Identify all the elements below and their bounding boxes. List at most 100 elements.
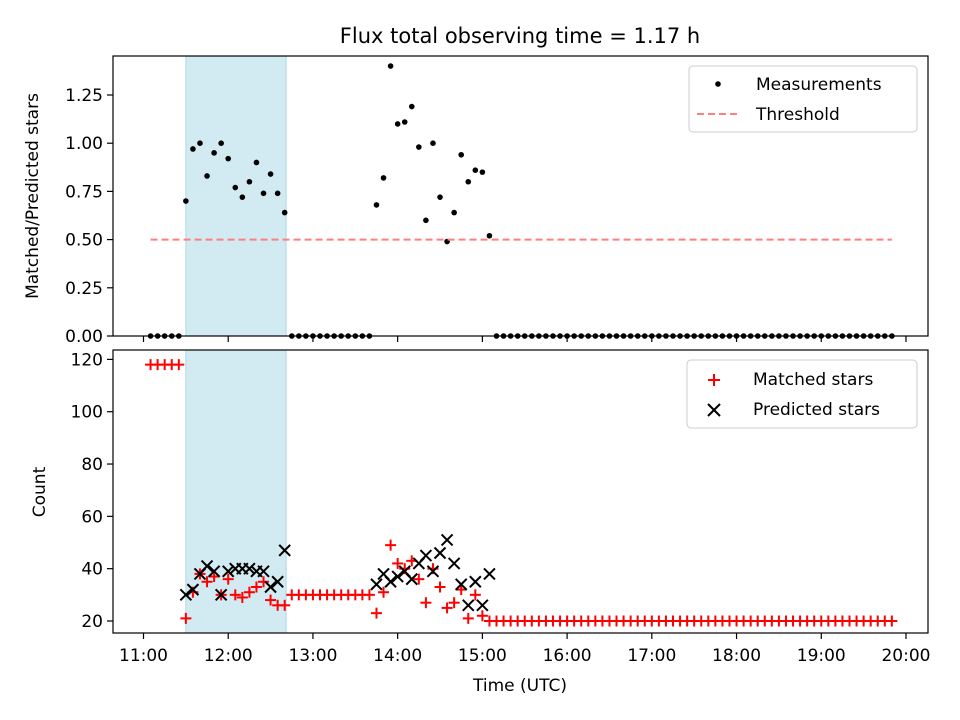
measurements-point bbox=[274, 190, 281, 197]
predicted-stars-point bbox=[433, 546, 447, 560]
predicted-stars-point bbox=[469, 575, 482, 588]
bottom-panel-y-axis-label: Count bbox=[30, 466, 50, 517]
predicted-stars-point bbox=[200, 559, 214, 573]
predicted-stars-point bbox=[405, 572, 418, 586]
predicted-stars-point bbox=[207, 565, 221, 578]
top-panel-y-axis-label: Matched/Predicted stars bbox=[23, 93, 43, 299]
predicted-stars-point bbox=[462, 599, 475, 612]
measurements-point bbox=[380, 175, 387, 181]
matched-stars-point bbox=[413, 573, 425, 585]
matched-stars-point bbox=[385, 539, 397, 551]
matched-stars-point bbox=[434, 581, 446, 593]
bottom-panel-frame bbox=[112, 349, 929, 634]
predicted-stars-point bbox=[179, 588, 193, 602]
top-panel: Flux total observing time = 1.17 h 0.000… bbox=[23, 24, 929, 347]
x-tick-label: 20:00 bbox=[881, 646, 930, 666]
matched-stars-point bbox=[236, 591, 248, 603]
measurements-point bbox=[394, 121, 401, 127]
legend-measurements-label: Measurements bbox=[756, 75, 882, 95]
x-tick-label: 19:00 bbox=[797, 646, 846, 666]
matched-stars-point bbox=[243, 586, 255, 598]
predicted-stars-point bbox=[384, 575, 397, 588]
matched-stars-point bbox=[201, 576, 213, 588]
matched-stars-point bbox=[392, 557, 404, 569]
bottom-panel-plot-area bbox=[145, 359, 898, 627]
matched-stars-point bbox=[250, 581, 262, 593]
matched-stars-point bbox=[886, 615, 898, 627]
measurements-point bbox=[253, 159, 260, 166]
matched-stars-point bbox=[370, 607, 382, 619]
y-tick-label: 100 bbox=[71, 403, 103, 423]
measurements-point bbox=[408, 103, 415, 110]
matched-stars-point bbox=[441, 602, 453, 614]
predicted-stars-point bbox=[440, 533, 454, 547]
y-tick-label: 0.25 bbox=[65, 279, 103, 299]
matched-stars-point bbox=[448, 597, 460, 609]
measurements-point bbox=[472, 167, 479, 173]
matched-stars-point bbox=[455, 584, 467, 596]
measurements-point bbox=[267, 171, 274, 177]
y-tick-label: 60 bbox=[81, 507, 103, 527]
predicted-stars-point bbox=[257, 565, 270, 578]
matched-stars-point bbox=[420, 597, 432, 609]
top-panel-title: Flux total observing time = 1.17 h bbox=[340, 24, 700, 48]
predicted-stars-point bbox=[271, 575, 284, 588]
predicted-stars-point bbox=[222, 565, 235, 578]
measurements-point bbox=[486, 232, 493, 239]
matched-stars-point bbox=[258, 576, 270, 588]
legend-measurements-marker bbox=[715, 81, 721, 87]
predicted-stars-point bbox=[419, 549, 433, 562]
predicted-stars-point bbox=[483, 567, 496, 581]
y-tick-label: 0.00 bbox=[65, 327, 103, 347]
measurements-point bbox=[423, 217, 429, 224]
top-panel-y-ticks: 0.00 0.25 0.50 0.75 1.00 1.25 bbox=[65, 86, 113, 347]
predicted-stars-point bbox=[454, 578, 468, 591]
measurements-point bbox=[281, 209, 288, 216]
matched-stars-point bbox=[476, 610, 488, 622]
y-tick-label: 40 bbox=[81, 560, 103, 580]
bottom-panel: 20 40 60 80 100 120 11:00 12:00 13:00 14:00 15:00… bbox=[30, 349, 930, 696]
matched-stars-point bbox=[363, 589, 375, 601]
measurements-point bbox=[232, 184, 239, 191]
matched-stars-point bbox=[469, 589, 481, 601]
measurements-point bbox=[373, 202, 380, 208]
measurements-point bbox=[197, 140, 203, 146]
y-tick-label: 0.75 bbox=[65, 182, 103, 202]
y-tick-label: 1.25 bbox=[65, 86, 103, 106]
measurements-point bbox=[183, 198, 189, 204]
predicted-stars-point bbox=[447, 557, 461, 570]
matched-stars-point bbox=[173, 359, 185, 371]
top-panel-shaded-region bbox=[185, 55, 287, 337]
measurements-point bbox=[246, 178, 253, 185]
y-tick-label: 1.00 bbox=[65, 134, 103, 154]
measurements-point bbox=[260, 190, 267, 197]
top-panel-legend: Measurements Threshold bbox=[688, 65, 918, 133]
top-panel-legend-box bbox=[688, 65, 918, 133]
matched-stars-point bbox=[208, 571, 220, 583]
measurements-point bbox=[401, 119, 408, 125]
y-tick-label: 20 bbox=[81, 612, 103, 632]
matched-stars-point bbox=[180, 612, 192, 624]
predicted-stars-point bbox=[370, 578, 383, 591]
measurements-point bbox=[479, 169, 486, 175]
bottom-panel-legend-box bbox=[686, 359, 918, 429]
legend-predicted-stars-marker bbox=[707, 403, 721, 417]
predicted-stars-point bbox=[391, 570, 404, 583]
measurements-point bbox=[387, 63, 394, 69]
top-panel-frame bbox=[112, 55, 929, 337]
legend-predicted-stars-label: Predicted stars bbox=[753, 400, 880, 420]
predicted-stars-point bbox=[264, 580, 277, 594]
x-tick-label: 11:00 bbox=[119, 646, 168, 666]
matched-stars-point bbox=[462, 612, 474, 624]
measurements-point bbox=[218, 140, 224, 146]
predicted-stars-point bbox=[278, 544, 291, 557]
bottom-panel-y-ticks: 20 40 60 80 100 120 bbox=[71, 350, 113, 632]
measurements-point bbox=[437, 194, 443, 200]
bottom-panel-x-axis-label: Time (UTC) bbox=[472, 676, 567, 696]
x-tick-label: 18:00 bbox=[712, 646, 761, 666]
bottom-panel-x-ticks: 11:00 12:00 13:00 14:00 15:00 16:00 17:00 18:00… bbox=[119, 633, 930, 666]
x-tick-label: 12:00 bbox=[204, 646, 253, 666]
y-tick-label: 0.50 bbox=[65, 231, 103, 251]
x-tick-label: 17:00 bbox=[627, 646, 676, 666]
